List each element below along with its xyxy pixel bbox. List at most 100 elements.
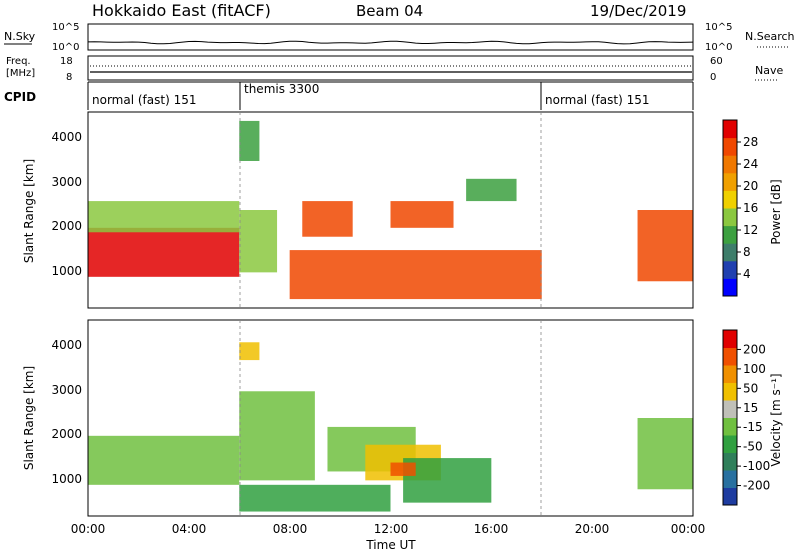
- velocity-ytick-2000: 2000: [51, 427, 82, 441]
- nave-tick-top: 60: [710, 56, 723, 67]
- xtick-0800: 08:00: [273, 522, 308, 536]
- velocity-echo-region-9: [637, 418, 693, 490]
- xtick-2400: 00:00: [671, 522, 706, 536]
- station-title: Hokkaido East (fitACF): [92, 1, 271, 20]
- noise-right-tick-top: 10^5: [705, 22, 732, 33]
- power-bar-swatch-8: [723, 155, 737, 174]
- power-bar-swatch-6: [723, 190, 737, 209]
- velocity-bar-tick-label: 50: [743, 381, 758, 395]
- power-echo-region-5: [302, 201, 353, 237]
- power-bar-swatch-5: [723, 208, 737, 227]
- power-bar-swatch-9: [723, 137, 737, 156]
- velocity-bar-swatch-2: [723, 470, 737, 488]
- cpid-band: CPID normal (fast) 151 themis 3300 norma…: [4, 81, 694, 110]
- velocity-bar-label: Velocity [m s⁻¹]: [769, 373, 783, 466]
- freq-label-2: [MHz]: [6, 68, 35, 79]
- noise-panel: N.Sky 10^5 10^0 10^5 10^0 N.Search: [4, 22, 795, 53]
- velocity-bar-swatch-10: [723, 330, 737, 348]
- velocity-bar-tick-label: 200: [743, 342, 766, 356]
- xtick-0400: 04:00: [172, 522, 207, 536]
- power-ytick-4000: 4000: [51, 130, 82, 144]
- xtick-1200: 12:00: [374, 522, 409, 536]
- cpid-label: CPID: [4, 90, 36, 104]
- velocity-bar-swatch-3: [723, 452, 737, 471]
- xtick-1600: 16:00: [474, 522, 509, 536]
- power-bar-tick-label: 16: [743, 201, 758, 215]
- velocity-bar-tick-label: 15: [743, 401, 758, 415]
- power-bar-label: Power [dB]: [769, 179, 783, 244]
- power-echo-region-3: [239, 210, 278, 273]
- power-bar-swatch-1: [723, 278, 737, 297]
- power-colorbar: 4 8 12 16 20 24 28 Power [dB]: [722, 119, 783, 297]
- velocity-ytick-3000: 3000: [51, 383, 82, 397]
- cpid-segment-1: normal (fast) 151: [92, 93, 196, 107]
- xlabel: Time UT: [365, 538, 416, 552]
- cpid-segment-3: normal (fast) 151: [545, 93, 649, 107]
- power-echo-region-4: [239, 120, 260, 161]
- power-echo-region-8: [466, 178, 517, 202]
- nave-label: Nave: [755, 64, 783, 77]
- power-ytick-3000: 3000: [51, 175, 82, 189]
- power-echo-region-9: [637, 210, 693, 282]
- power-ytick-2000: 2000: [51, 219, 82, 233]
- velocity-bar-tick-label: -15: [743, 420, 763, 434]
- velocity-bar-swatch-9: [723, 347, 737, 366]
- xtick-2000: 20:00: [575, 522, 610, 536]
- velocity-ylabel: Slant Range [km]: [22, 366, 36, 470]
- power-echo-region-7: [289, 250, 542, 300]
- velocity-echo-region-2: [239, 342, 260, 361]
- power-ylabel: Slant Range [km]: [22, 159, 36, 263]
- power-bar-swatch-7: [723, 172, 737, 191]
- noise-sky-trace: [87, 40, 694, 45]
- velocity-bar-tick-label: -50: [743, 440, 763, 454]
- velocity-ytick-4000: 4000: [51, 338, 82, 352]
- power-bar-tick-label: 12: [743, 223, 758, 237]
- power-bar-swatch-4: [723, 225, 737, 244]
- velocity-bar-swatch-8: [723, 365, 737, 383]
- velocity-bar-tick-label: -100: [743, 459, 770, 473]
- nave-tick-bottom: 0: [710, 72, 716, 83]
- velocity-echo-region-6: [403, 458, 492, 503]
- noise-right-label: N.Search: [745, 30, 795, 43]
- xtick-0000: 00:00: [71, 522, 106, 536]
- power-echo-region-2: [88, 201, 240, 233]
- velocity-echo-region-3: [239, 391, 315, 481]
- velocity-ytick-1000: 1000: [51, 472, 82, 486]
- power-bar-swatch-10: [723, 120, 737, 139]
- velocity-panel: 1000 2000 3000 4000 Slant Range [km]: [22, 319, 694, 517]
- time-axis: 00:00 04:00 08:00 12:00 16:00 20:00 00:0…: [71, 522, 706, 552]
- velocity-colorbar: 200 100 50 15 -15 -50 -100 -200 Velocity [m s⁻¹…: [722, 329, 783, 506]
- date-label: 19/Dec/2019: [590, 2, 686, 20]
- freq-label-1: Freq.: [6, 56, 31, 67]
- velocity-bar-swatch-4: [723, 435, 737, 453]
- power-bar-tick-label: 8: [743, 245, 751, 259]
- freq-tick-bottom: 8: [66, 72, 72, 83]
- power-bar-swatch-2: [723, 260, 737, 279]
- velocity-echo-region-7: [390, 462, 416, 476]
- noise-left-tick-top: 10^5: [52, 22, 79, 33]
- cpid-segment-2: themis 3300: [244, 82, 319, 96]
- noise-left-tick-bottom: 10^0: [52, 42, 79, 53]
- velocity-echo-region-8: [239, 484, 391, 512]
- power-ytick-1000: 1000: [51, 264, 82, 278]
- velocity-bar-swatch-5: [723, 417, 737, 436]
- velocity-bar-tick-label: 100: [743, 362, 766, 376]
- freq-tick-top: 18: [60, 56, 73, 67]
- power-bar-tick-label: 28: [743, 135, 758, 149]
- velocity-bar-swatch-1: [723, 487, 737, 506]
- velocity-echo-region-1: [88, 435, 240, 485]
- power-echo-region-6: [390, 201, 454, 228]
- power-panel: 1000 2000 3000 4000 Slant Range [km]: [22, 111, 694, 309]
- noise-right-tick-bottom: 10^0: [705, 42, 732, 53]
- velocity-bar-tick-label: -200: [743, 479, 770, 493]
- velocity-bar-swatch-6: [723, 400, 737, 418]
- noise-left-label: N.Sky: [4, 30, 36, 43]
- frequency-panel: Freq. [MHz] 18 8 60 0 Nave: [6, 55, 783, 83]
- power-bar-tick-label: 20: [743, 179, 758, 193]
- velocity-bar-swatch-7: [723, 382, 737, 401]
- power-echo-region-1: [88, 227, 240, 277]
- power-bar-tick-label: 4: [743, 267, 751, 281]
- power-bar-swatch-3: [723, 243, 737, 262]
- power-bar-tick-label: 24: [743, 157, 758, 171]
